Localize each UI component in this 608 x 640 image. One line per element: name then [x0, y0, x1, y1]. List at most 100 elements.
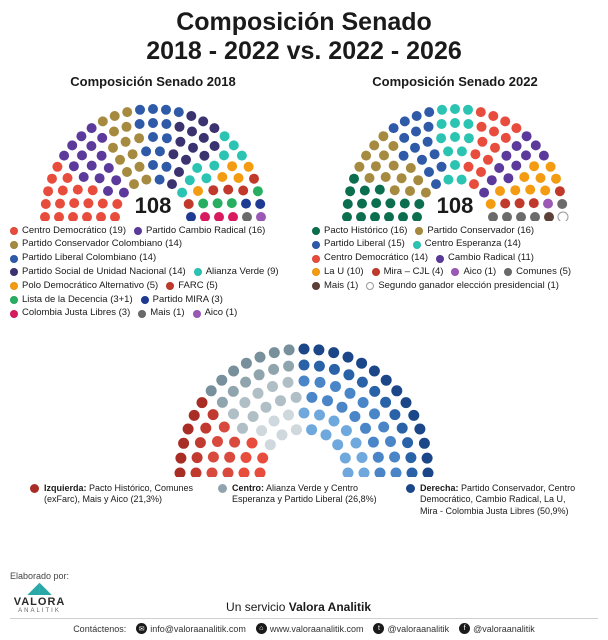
legend-dot-icon [10, 296, 18, 304]
logo-text: VALORA [14, 596, 66, 608]
contact-icon: t [373, 623, 384, 634]
legend-label: Aico (1) [463, 266, 496, 279]
legend-item: Centro Democrático (19) [10, 225, 126, 238]
contact-icon: ✉ [136, 623, 147, 634]
legend-dot-icon [415, 227, 423, 235]
chart-2022-legend: Pacto Histórico (16) Partido Conservador… [308, 221, 602, 294]
contact-label: Contáctenos: [73, 624, 126, 634]
legend-item: Mira – CJL (4) [372, 266, 444, 279]
contact-item: t@valoraanalitik [373, 623, 449, 634]
contact-icon: ⌂ [256, 623, 267, 634]
chart-2018-hemicycle: 108 [33, 91, 273, 221]
legend-dot-icon [366, 282, 374, 290]
legend-label: Pacto Histórico (16) [324, 225, 407, 238]
legend-dot-icon [166, 282, 174, 290]
legend-label: Partido Conservador Colombiano (14) [22, 238, 182, 251]
legend-dot-icon [372, 268, 380, 276]
service-line: Un servicio Valora Analitik [226, 600, 371, 614]
legend-label: Mais (1) [324, 280, 358, 293]
ideology-dot-icon [218, 484, 227, 493]
chart-2018-title: Composición Senado 2018 [70, 74, 235, 89]
logo-mark-icon: ◢◣ [27, 583, 52, 596]
legend-item: Centro Democrático (14) [312, 252, 428, 265]
legend-item: Partido Cambio Radical (16) [134, 225, 265, 238]
legend-label: La U (10) [324, 266, 364, 279]
legend-dot-icon [138, 310, 146, 318]
legend-item: FARC (5) [166, 280, 218, 293]
chart-2022-total: 108 [437, 193, 474, 219]
legend-item: Pacto Histórico (16) [312, 225, 407, 238]
contacts-row: Contáctenos: ✉info@valoraanalitik.com ⌂ww… [10, 619, 598, 634]
legend-label: Alianza Verde (9) [206, 266, 279, 279]
ideology-text: Derecha: Partido Conservador, Centro Dem… [420, 483, 578, 517]
legend-item: La U (10) [312, 266, 364, 279]
legend-item: Partido Liberal (15) [312, 238, 405, 251]
legend-label: Comunes (5) [516, 266, 571, 279]
legend-label: Mira – CJL (4) [384, 266, 444, 279]
legend-dot-icon [141, 296, 149, 304]
legend-label: Lista de la Decencia (3+1) [22, 294, 133, 307]
legend-item: Polo Democrático Alternativo (5) [10, 280, 158, 293]
legend-dot-icon [312, 255, 320, 263]
service-brand: Valora Analitik [289, 600, 371, 614]
legend-dot-icon [504, 268, 512, 276]
legend-label: Partido Liberal Colombiano (14) [22, 252, 156, 265]
legend-item: Aico (1) [451, 266, 496, 279]
ideology-col-derecha: Derecha: Partido Conservador, Centro Dem… [406, 483, 578, 517]
legend-dot-icon [436, 255, 444, 263]
ideology-text: Centro: Alianza Verde y Centro Esperanza… [232, 483, 390, 506]
main-title: Composición Senado 2018 - 2022 vs. 2022 … [0, 0, 608, 66]
legend-dot-icon [194, 268, 202, 276]
legend-label: Centro Esperanza (14) [425, 238, 521, 251]
ideology-dot-icon [30, 484, 39, 493]
chart-2022-block: Composición Senado 2022 108 Pacto Histór… [308, 74, 602, 322]
legend-item: Comunes (5) [504, 266, 571, 279]
legend-dot-icon [134, 227, 142, 235]
legend-item: Cambio Radical (11) [436, 252, 534, 265]
chart-2018-total: 108 [135, 193, 172, 219]
legend-label: Partido Conservador (16) [427, 225, 534, 238]
footer: Elaborado por: ◢◣ VALORA ANALITIK Un ser… [0, 571, 608, 634]
ideology-col-izquierda: Izquierda: Pacto Histórico, Comunes (exF… [30, 483, 202, 517]
legend-dot-icon [312, 241, 320, 249]
contact-item: f@valoraanalitik [459, 623, 535, 634]
logo-subtext: ANALITIK [18, 608, 61, 614]
legend-item: Lista de la Decencia (3+1) [10, 294, 133, 307]
contact-text: @valoraanalitik [473, 624, 535, 634]
footer-left: Elaborado por: ◢◣ VALORA ANALITIK [10, 571, 69, 614]
legend-label: Polo Democrático Alternativo (5) [22, 280, 158, 293]
ideology-text: Izquierda: Pacto Histórico, Comunes (exF… [44, 483, 202, 506]
contact-text: www.valoraanalitik.com [270, 624, 364, 634]
chart-2022-title: Composición Senado 2022 [372, 74, 537, 89]
ideology-block: Izquierda: Pacto Histórico, Comunes (exF… [0, 327, 608, 517]
legend-label: Centro Democrático (19) [22, 225, 126, 238]
chart-2018-legend: Centro Democrático (19) Partido Cambio R… [6, 221, 300, 322]
service-prefix: Un servicio [226, 600, 289, 614]
legend-dot-icon [193, 310, 201, 318]
legend-label: Mais (1) [150, 307, 184, 320]
contact-item: ✉info@valoraanalitik.com [136, 623, 246, 634]
legend-dot-icon [10, 268, 18, 276]
legend-dot-icon [451, 268, 459, 276]
legend-dot-icon [10, 282, 18, 290]
legend-dot-icon [413, 241, 421, 249]
title-line-2: 2018 - 2022 vs. 2022 - 2026 [0, 37, 608, 66]
legend-dot-icon [10, 255, 18, 263]
legend-item: Colombia Justa Libres (3) [10, 307, 130, 320]
legend-item: Aico (1) [193, 307, 238, 320]
legend-label: Colombia Justa Libres (3) [22, 307, 130, 320]
legend-item: Partido Social de Unidad Nacional (14) [10, 266, 186, 279]
legend-item: Mais (1) [138, 307, 184, 320]
logo: ◢◣ VALORA ANALITIK [10, 583, 69, 614]
chart-2022-hemicycle: 108 [335, 91, 575, 221]
legend-item: Partido Conservador Colombiano (14) [10, 238, 182, 251]
legend-dot-icon [312, 282, 320, 290]
legend-item: Alianza Verde (9) [194, 266, 279, 279]
legend-item: Partido MIRA (3) [141, 294, 223, 307]
legend-dot-icon [10, 310, 18, 318]
legend-label: Partido Cambio Radical (16) [146, 225, 265, 238]
legend-item: Partido Liberal Colombiano (14) [10, 252, 156, 265]
legend-item: Segundo ganador elección presidencial (1… [366, 280, 559, 293]
legend-dot-icon [10, 241, 18, 249]
contact-text: info@valoraanalitik.com [150, 624, 246, 634]
